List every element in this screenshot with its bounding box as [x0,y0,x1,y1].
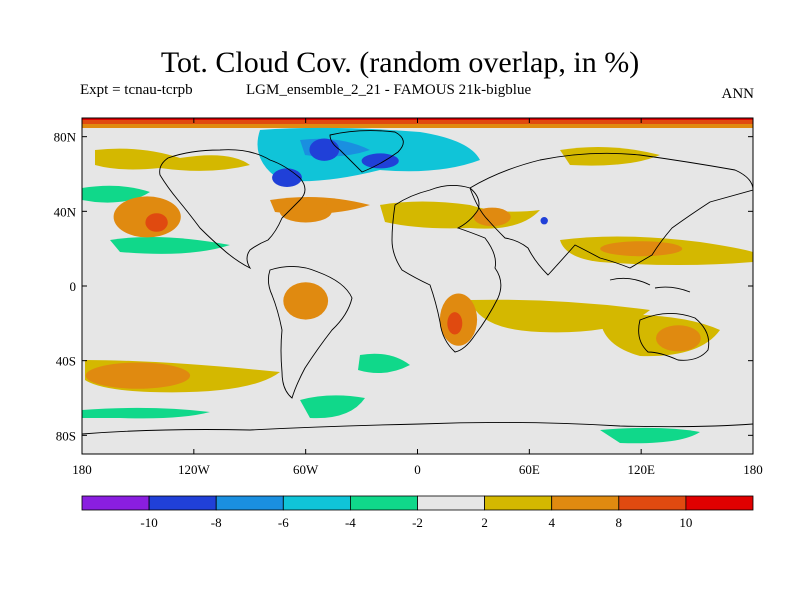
colorbar-label: 8 [616,515,623,530]
arctic-band-inner [82,124,753,128]
colorbar-label: -2 [412,515,423,530]
colorbar-label: 2 [481,515,488,530]
colorbar-label: -4 [345,515,356,530]
south-america-coast [267,266,353,399]
anomaly-blob-4 [283,282,329,320]
anomaly-field [82,118,753,444]
mid-atlantic-negative [358,353,410,374]
north-america-coast [159,149,306,270]
colorbar-swatch-0 [81,495,150,511]
lat-tick-label: 40N [54,204,77,219]
anomaly-blob-0 [113,196,181,238]
lat-tick-label: 80N [54,130,77,145]
anomaly-blob-6 [447,312,463,335]
southern-ocean-negative [82,407,210,419]
season-label: ANN [721,86,755,102]
longitude-axis: 180 120W 60W 0 60E 120E 180 [72,118,763,477]
indonesia-coast [609,277,691,293]
colorbar-swatch-6 [484,495,553,511]
lat-tick-label: 40S [56,354,76,369]
tropical-pacific-negative [110,236,230,254]
anomaly-blob-2 [85,362,191,389]
greenland-coast [329,130,404,173]
colorbar-swatch-9 [685,495,754,511]
colorbar-label: -8 [211,515,222,530]
australia-coast [638,313,710,361]
lon-tick-label: 120W [178,462,211,477]
lat-tick-label: 0 [70,279,77,294]
colorbar-swatch-1 [148,495,217,511]
colorbar-label: 10 [679,515,692,530]
colorbar-label: -6 [278,515,289,530]
lon-tick-label: 60E [519,462,540,477]
siberia-positive [560,146,660,166]
ensemble-label: LGM_ensemble_2_21 - FAMOUS 21k-bigblue [246,82,532,98]
colorbar-swatch-5 [417,495,485,511]
anomaly-blob-10 [309,138,340,161]
anomaly-blob-11 [361,153,399,169]
experiment-label: Expt = tcnau-tcrpb [80,82,193,98]
colorbar-swatch-3 [282,495,351,511]
anomaly-blob-3 [279,200,332,223]
colorbar-swatch-4 [349,495,418,511]
anomaly-blob-13 [540,217,548,225]
anomaly-blob-12 [272,168,302,187]
colorbar-swatch-8 [618,495,687,511]
colorbar-swatch-7 [551,495,620,511]
north-pacific-positive [95,148,250,171]
map-background [82,118,753,454]
lon-tick-label: 180 [743,462,763,477]
south-atlantic-negative [300,395,365,419]
anomaly-blob-7 [473,207,511,227]
colorbar-swatch-2 [215,495,284,511]
lon-tick-label: 0 [414,462,421,477]
lon-tick-label: 120E [627,462,655,477]
anomaly-blob-9 [656,325,701,352]
antarctic-negative [600,427,700,444]
colorbar-label: 4 [548,515,555,530]
plot-title: Tot. Cloud Cov. (random overlap, in %) [160,46,640,79]
coastlines [82,130,753,435]
anomaly-blob-1 [145,213,168,232]
lon-tick-label: 60W [293,462,319,477]
latitude-axis: 80N 40N 0 40S 80S [54,130,753,443]
asia-coast [469,152,753,276]
europe-africa-coast [391,185,502,353]
colorbar: -10 -8 -6 -4 -2 2 4 8 10 [81,495,754,530]
lon-tick-label: 180 [72,462,92,477]
antarctica-coast [82,421,753,435]
lat-tick-label: 80S [56,428,76,443]
colorbar-label: -10 [140,515,157,530]
anomaly-blob-8 [600,241,683,257]
